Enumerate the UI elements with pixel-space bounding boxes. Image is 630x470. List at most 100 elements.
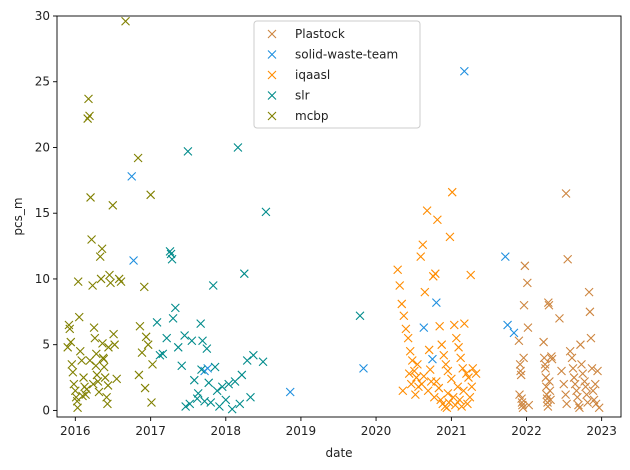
data-point — [442, 403, 452, 413]
data-point — [212, 386, 222, 396]
data-point — [519, 300, 529, 310]
data-point — [561, 390, 571, 400]
data-point — [434, 383, 444, 393]
data-point — [162, 333, 172, 343]
data-point — [445, 232, 455, 242]
y-tick-label: 30 — [35, 9, 50, 23]
data-point — [447, 187, 457, 197]
data-point — [139, 282, 149, 292]
data-point — [570, 379, 580, 389]
data-point — [112, 374, 122, 384]
data-point — [562, 399, 572, 409]
y-tick-label: 25 — [35, 75, 50, 89]
data-point — [398, 386, 408, 396]
x-tick-label: 2017 — [135, 424, 166, 438]
data-point — [455, 395, 465, 405]
data-point — [74, 312, 84, 322]
data-point — [583, 398, 593, 407]
data-point — [594, 403, 604, 413]
data-point — [393, 265, 403, 275]
data-point — [110, 340, 120, 350]
data-point — [404, 369, 414, 379]
data-point — [116, 277, 126, 286]
data-point — [519, 353, 529, 363]
data-point — [413, 360, 422, 369]
data-point — [539, 337, 548, 347]
data-point — [581, 382, 590, 392]
data-point — [466, 270, 476, 280]
data-point — [580, 377, 589, 386]
data-point — [588, 386, 598, 396]
data-point — [591, 399, 601, 409]
data-point — [193, 388, 203, 398]
data-point — [68, 367, 78, 377]
legend-label: slr — [295, 89, 310, 103]
data-point — [202, 344, 212, 354]
data-point — [78, 391, 87, 401]
data-point — [235, 399, 245, 409]
data-point — [543, 298, 553, 308]
data-point — [180, 331, 190, 340]
data-point — [409, 366, 419, 376]
data-point — [425, 365, 435, 375]
data-point — [121, 16, 130, 26]
data-point — [106, 278, 115, 288]
data-point — [437, 340, 447, 350]
data-point — [574, 400, 583, 410]
data-point — [204, 378, 214, 388]
data-point — [424, 345, 434, 355]
data-point — [69, 379, 79, 389]
data-point — [503, 320, 512, 330]
data-point — [543, 402, 553, 411]
data-point — [73, 277, 83, 286]
data-point — [155, 350, 165, 360]
x-tick-label: 2016 — [60, 424, 91, 438]
data-point — [105, 270, 114, 280]
data-point — [355, 311, 365, 321]
x-tick-label: 2018 — [211, 424, 242, 438]
data-point — [585, 307, 595, 317]
data-point — [428, 354, 437, 364]
data-point — [547, 354, 557, 364]
x-tick-label: 2019 — [286, 424, 317, 438]
data-point — [401, 324, 411, 334]
data-point — [524, 400, 534, 410]
data-point — [468, 363, 478, 373]
points-layer — [63, 16, 604, 414]
data-point — [140, 383, 150, 393]
data-point — [568, 363, 578, 373]
data-point — [137, 348, 147, 357]
x-tick-label: 2021 — [436, 424, 467, 438]
data-point — [546, 395, 555, 405]
data-point — [559, 379, 569, 389]
legend-label: solid-waste-team — [295, 48, 398, 62]
x-tick-label: 2022 — [511, 424, 542, 438]
data-point — [572, 392, 582, 402]
data-point — [258, 357, 268, 367]
series-iqaasl — [393, 187, 481, 413]
data-point — [127, 172, 137, 181]
x-tick-label: 2023 — [586, 424, 617, 438]
data-point — [227, 404, 237, 414]
data-point — [73, 403, 82, 413]
data-point — [108, 200, 118, 210]
data-point — [146, 190, 156, 200]
data-point — [233, 143, 243, 152]
data-point — [446, 374, 456, 384]
data-point — [103, 381, 113, 390]
data-point — [515, 390, 524, 400]
data-point — [431, 377, 441, 386]
data-point — [582, 390, 592, 400]
legend-marker — [267, 91, 277, 100]
y-tick-label: 10 — [35, 272, 50, 286]
data-point — [514, 336, 524, 346]
data-point — [422, 206, 432, 215]
data-point — [192, 394, 202, 403]
data-point — [451, 333, 461, 343]
data-point — [129, 256, 138, 265]
legend: Plastock solid-waste-team iqaasl slr mcbp — [253, 20, 421, 129]
data-point — [185, 399, 195, 409]
data-point — [420, 287, 430, 297]
data-point — [563, 254, 573, 264]
